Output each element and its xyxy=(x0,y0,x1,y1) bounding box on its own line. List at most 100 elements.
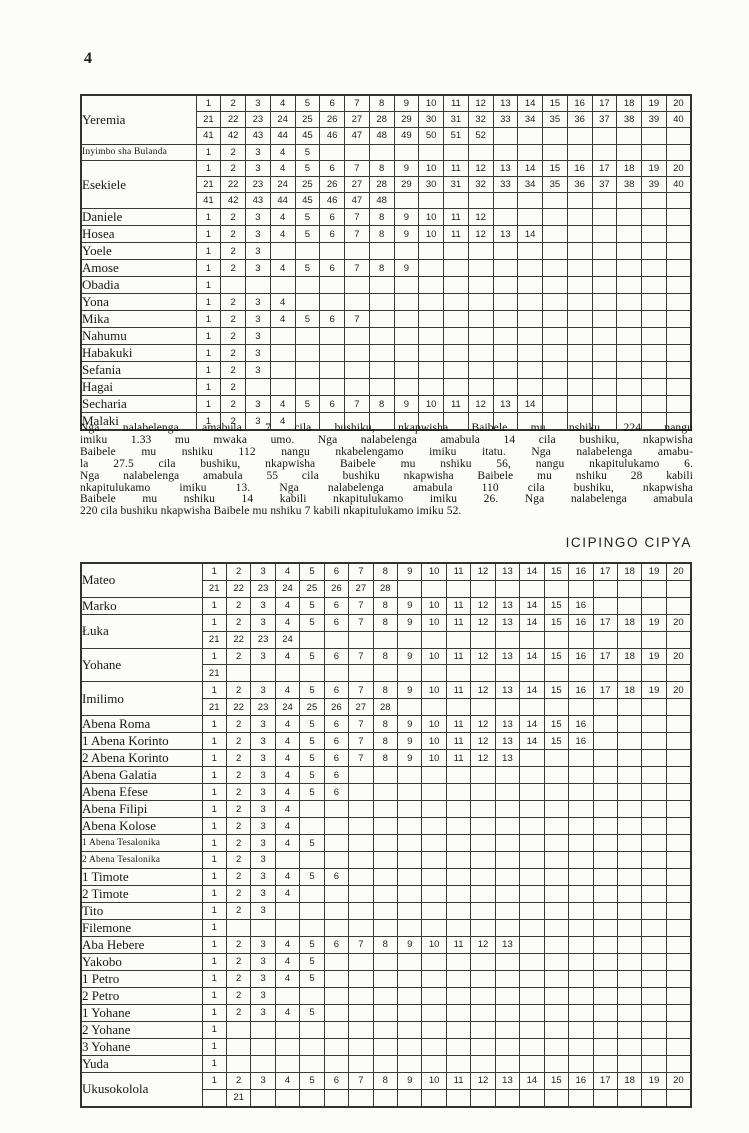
chapter-cell: 16 xyxy=(568,1071,594,1090)
chapter-cell: 1 xyxy=(201,613,227,632)
chapter-cell xyxy=(519,630,545,649)
chapter-cell xyxy=(641,310,667,329)
chapter-cell xyxy=(368,276,395,295)
chapter-cell xyxy=(494,986,521,1005)
chapter-cell: 2 xyxy=(225,562,252,581)
chapter-cell: 31 xyxy=(443,175,469,194)
book-label: 2 Abena Korinto xyxy=(80,749,203,768)
chapter-cell: 10 xyxy=(418,225,444,244)
chapter-cell xyxy=(568,766,594,785)
chapter-cell: 11 xyxy=(445,732,472,751)
chapter-cell xyxy=(665,361,692,380)
chapter-cell: 17 xyxy=(591,159,618,177)
table-row: 2 Yohane 1 xyxy=(80,1020,692,1039)
chapter-cell xyxy=(393,293,420,312)
chapter-cell: 2 xyxy=(225,596,252,615)
chapter-cell xyxy=(396,952,423,971)
chapter-cell: 8 xyxy=(372,562,399,581)
chapter-cell xyxy=(396,1088,423,1108)
chapter-cell xyxy=(368,378,395,397)
chapter-cell: 16 xyxy=(566,94,593,113)
chapter-cell xyxy=(568,1037,594,1056)
chapter-cell: 1 xyxy=(201,867,227,886)
chapter-cell xyxy=(396,986,423,1005)
chapter-cell: 7 xyxy=(348,647,374,666)
chapter-cell: 9 xyxy=(396,596,423,615)
chapter-cell xyxy=(348,766,374,785)
chapter-cell xyxy=(372,969,399,988)
chapter-cell: 21 xyxy=(201,664,227,683)
chapter-cell xyxy=(616,935,643,954)
chapter-cell: 12 xyxy=(467,225,494,244)
table-row: 1 Timote 1 2 3 4 5 6 xyxy=(80,867,692,886)
chapter-cell xyxy=(641,817,667,836)
chapter-cell xyxy=(519,749,545,768)
chapter-cell xyxy=(517,344,543,363)
chapter-cell xyxy=(616,630,643,649)
chapter-cell: 2 xyxy=(225,817,252,836)
chapter-cell xyxy=(665,817,692,836)
chapter-cell xyxy=(591,225,618,244)
chapter-cell xyxy=(519,969,545,988)
chapter-cell: 30 xyxy=(418,111,444,129)
chapter-cell xyxy=(641,327,667,346)
chapter-cell xyxy=(470,817,496,836)
chapter-cell xyxy=(393,327,420,346)
chapter-cell xyxy=(445,817,472,836)
chapter-cell xyxy=(616,732,643,751)
chapter-cell xyxy=(616,395,642,414)
chapter-cell: 1 xyxy=(201,562,227,581)
table-row: 2 Timote 1 2 3 4 xyxy=(80,884,692,903)
chapter-cell: 4 xyxy=(269,310,296,329)
table-row: 21 xyxy=(81,1088,692,1108)
chapter-cell xyxy=(494,901,521,920)
chapter-cell xyxy=(592,918,618,937)
chapter-cell: 24 xyxy=(274,698,301,717)
chapter-cell xyxy=(494,918,521,937)
chapter-cell xyxy=(396,698,423,717)
book-label: Tito xyxy=(80,901,203,920)
chapter-cell: 6 xyxy=(323,715,350,734)
chapter-cell: 9 xyxy=(396,562,423,581)
chapter-cell: 2 xyxy=(225,681,252,700)
chapter-cell xyxy=(568,664,594,683)
chapter-cell xyxy=(396,1003,423,1022)
chapter-cell: 37 xyxy=(591,111,618,129)
chapter-cell xyxy=(294,378,321,397)
chapter-cell: 6 xyxy=(323,613,350,632)
chapter-cell: 16 xyxy=(568,596,594,615)
chapter-cell xyxy=(566,378,593,397)
chapter-cell xyxy=(245,378,271,397)
table-row: 21 22 23 24 25 26 27 28 29 30 31 32 33 34 35 36 37 38 39 40 xyxy=(81,111,692,129)
chapter-cell: 27 xyxy=(348,579,374,598)
book-label: Abena Efese xyxy=(80,783,203,802)
chapter-cell xyxy=(470,1003,496,1022)
chapter-cell xyxy=(641,884,667,903)
chapter-cell: 14 xyxy=(519,596,545,615)
chapter-cell xyxy=(467,310,494,329)
chapter-cell: 1 xyxy=(201,901,227,920)
chapter-cell: 24 xyxy=(274,630,301,649)
chapter-cell xyxy=(665,310,692,329)
chapter-cell: 40 xyxy=(665,111,692,129)
chapter-cell xyxy=(470,901,496,920)
chapter-cell: 43 xyxy=(245,192,271,210)
chapter-cell: 1 xyxy=(201,681,227,700)
chapter-cell xyxy=(542,327,568,346)
chapter-cell: 45 xyxy=(294,127,321,145)
chapter-cell: 2 xyxy=(220,225,246,244)
chapter-cell xyxy=(492,143,519,161)
book-label: 2 Petro xyxy=(80,986,203,1005)
chapter-cell xyxy=(443,276,469,295)
chapter-cell: 10 xyxy=(421,749,447,768)
chapter-cell: 3 xyxy=(245,310,271,329)
chapter-cell xyxy=(299,664,325,683)
chapter-cell: 13 xyxy=(492,159,519,177)
chapter-cell: 5 xyxy=(299,749,325,768)
chapter-cell xyxy=(418,242,444,261)
chapter-cell xyxy=(517,293,543,312)
chapter-cell: 4 xyxy=(274,935,301,954)
chapter-cell xyxy=(616,664,643,683)
chapter-cell: 11 xyxy=(443,208,469,227)
chapter-cell xyxy=(274,664,301,683)
